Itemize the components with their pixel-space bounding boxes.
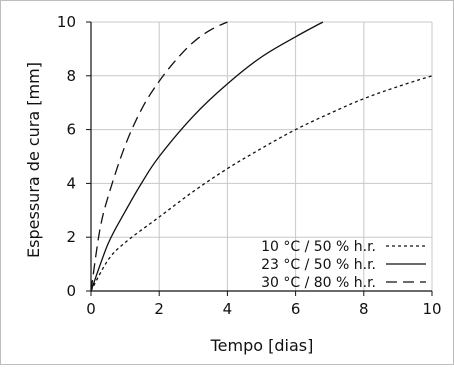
x-axis-title: Tempo [dias]	[210, 336, 314, 355]
y-tick-label: 6	[66, 121, 76, 139]
series-layer	[90, 21, 433, 292]
legend-label-2: 23 °C / 50 % h.r.	[261, 257, 376, 273]
y-tick-label: 8	[66, 67, 76, 85]
x-tick-label: 4	[223, 300, 233, 318]
y-tick-label: 10	[57, 13, 76, 31]
y-tick-label: 4	[66, 174, 76, 192]
y-tick-label: 2	[66, 228, 76, 246]
tick-layer: 0 2 4 6 8 10 0 2 4 6 8 10	[57, 13, 442, 318]
x-tick-label: 0	[86, 300, 96, 318]
legend-label-3: 30 °C / 80 % h.r.	[261, 275, 376, 291]
plot-frame	[90, 22, 432, 292]
series-line-2	[90, 21, 324, 292]
x-tick-label: 8	[359, 300, 369, 318]
series-line-1	[90, 75, 433, 292]
x-tick-label: 2	[154, 300, 164, 318]
x-tick-label: 10	[422, 300, 441, 318]
series-line-3	[90, 21, 228, 292]
legend-label-1: 10 °C / 50 % h.r.	[261, 239, 376, 255]
legend: 10 °C / 50 % h.r. 23 °C / 50 % h.r. 30 °C …	[261, 239, 426, 291]
x-tick-label: 6	[291, 300, 301, 318]
y-axis-title: Espessura de cura [mm]	[24, 62, 43, 258]
y-tick-label: 0	[66, 282, 76, 300]
